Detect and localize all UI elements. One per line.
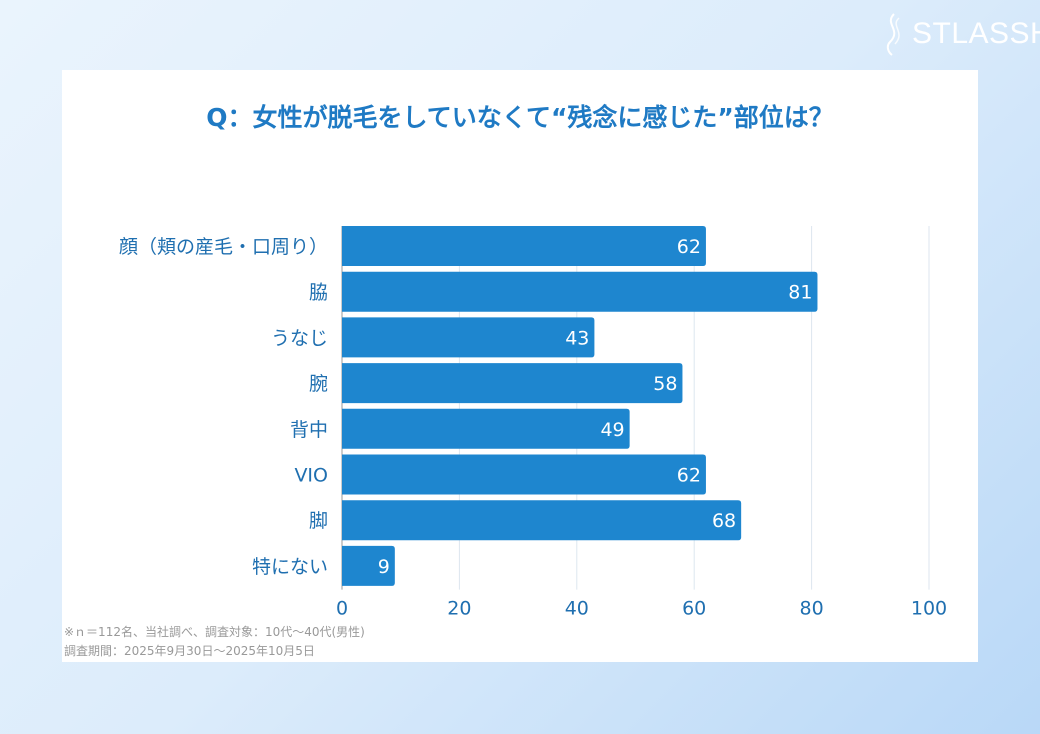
category-label: 特にない [252, 556, 328, 578]
sample-note: ※ｎ＝112名、当社調べ、調査対象：10代～40代(男性) [64, 625, 365, 639]
logo-text: STLASSH [912, 17, 1040, 50]
bar [342, 363, 683, 404]
data-label: 58 [653, 373, 677, 395]
x-tick-label: 40 [565, 598, 589, 620]
x-tick-label: 20 [447, 598, 471, 620]
data-label: 62 [677, 465, 701, 487]
bar [342, 500, 742, 541]
category-label: うなじ [271, 327, 328, 349]
data-label: 9 [378, 556, 390, 578]
category-label: 顔（頬の産毛・口周り） [119, 236, 328, 258]
chart-card: Q：女性が脱毛をしていなくて“残念に感じた”部位は？ 0 20 40 60 80 100 6… [62, 70, 978, 662]
bar [342, 454, 706, 495]
x-tick-label: 60 [682, 598, 706, 620]
wave-logo-icon [886, 13, 900, 56]
bar [342, 545, 395, 586]
period-note: 調査期間：2025年9月30日～2025年10月5日 [64, 644, 315, 658]
category-label: VIO [294, 465, 328, 487]
x-tick-label: 0 [336, 598, 348, 620]
bar [342, 226, 706, 266]
bar [342, 317, 595, 358]
bar-chart: 0 20 40 60 80 100 62 顔（頬の産毛・口周り） 81 脇 43 うなじ 58 腕 49 背中… [119, 226, 947, 620]
category-label: 腕 [309, 373, 328, 395]
brand-logo: STLASSH [880, 12, 1040, 56]
x-tick-label: 80 [800, 598, 824, 620]
bar [342, 408, 630, 449]
bar [342, 271, 818, 312]
category-label: 背中 [290, 419, 328, 441]
data-label: 43 [565, 327, 589, 349]
data-label: 62 [677, 236, 701, 258]
x-tick-label: 100 [911, 598, 947, 620]
category-label: 脚 [309, 510, 328, 532]
chart-title: Q：女性が脱毛をしていなくて“残念に感じた”部位は？ [206, 103, 834, 132]
category-label: 脇 [309, 282, 328, 304]
data-label: 49 [600, 419, 624, 441]
data-label: 68 [712, 510, 736, 532]
data-label: 81 [788, 282, 812, 304]
